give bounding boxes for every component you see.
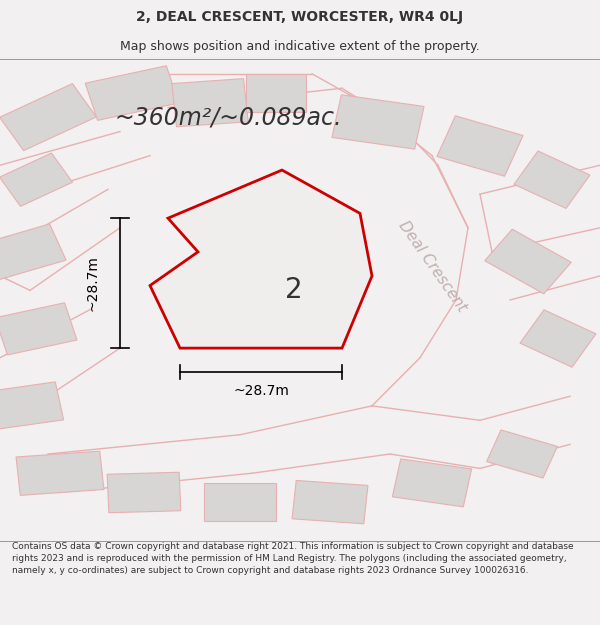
Polygon shape bbox=[0, 302, 77, 355]
Polygon shape bbox=[107, 472, 181, 512]
Text: 2: 2 bbox=[285, 276, 303, 304]
Polygon shape bbox=[437, 116, 523, 176]
Polygon shape bbox=[85, 66, 179, 121]
Polygon shape bbox=[16, 451, 104, 496]
Polygon shape bbox=[520, 310, 596, 368]
Polygon shape bbox=[392, 459, 472, 507]
Polygon shape bbox=[246, 74, 306, 112]
Text: ~28.7m: ~28.7m bbox=[86, 255, 100, 311]
Polygon shape bbox=[172, 79, 248, 127]
Text: Map shows position and indicative extent of the property.: Map shows position and indicative extent… bbox=[120, 40, 480, 52]
Text: Deal Crescent: Deal Crescent bbox=[395, 218, 469, 314]
Polygon shape bbox=[487, 430, 557, 478]
Polygon shape bbox=[0, 224, 66, 280]
Polygon shape bbox=[485, 229, 571, 294]
Polygon shape bbox=[514, 151, 590, 208]
Polygon shape bbox=[0, 84, 97, 151]
Text: ~360m²/~0.089ac.: ~360m²/~0.089ac. bbox=[114, 105, 342, 129]
Polygon shape bbox=[292, 481, 368, 524]
Polygon shape bbox=[204, 483, 276, 521]
Polygon shape bbox=[150, 170, 372, 348]
Text: Contains OS data © Crown copyright and database right 2021. This information is : Contains OS data © Crown copyright and d… bbox=[12, 542, 574, 575]
Polygon shape bbox=[0, 153, 73, 206]
Text: ~28.7m: ~28.7m bbox=[233, 384, 289, 399]
Polygon shape bbox=[0, 382, 64, 430]
Text: 2, DEAL CRESCENT, WORCESTER, WR4 0LJ: 2, DEAL CRESCENT, WORCESTER, WR4 0LJ bbox=[136, 9, 464, 24]
Polygon shape bbox=[332, 95, 424, 149]
